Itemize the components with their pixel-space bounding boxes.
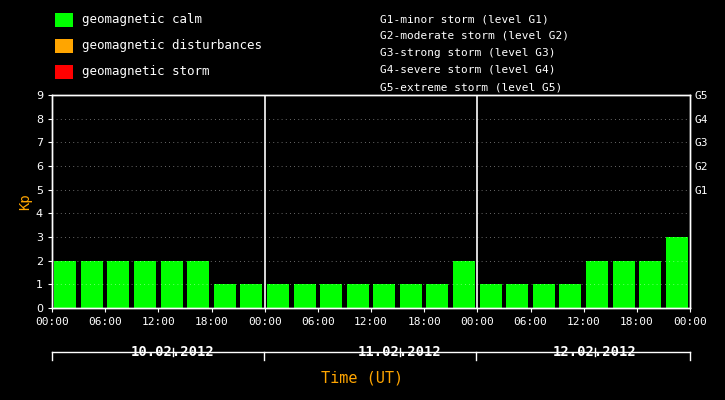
Bar	[666, 237, 688, 308]
Bar	[187, 261, 210, 308]
Bar	[107, 261, 130, 308]
Bar	[560, 284, 581, 308]
Text: 12.02.2012: 12.02.2012	[553, 345, 637, 359]
Bar	[480, 284, 502, 308]
Bar	[54, 261, 76, 308]
Text: G2-moderate storm (level G2): G2-moderate storm (level G2)	[380, 31, 569, 41]
Bar	[320, 284, 342, 308]
Text: G4-severe storm (level G4): G4-severe storm (level G4)	[380, 65, 555, 75]
Bar	[613, 261, 634, 308]
Text: geomagnetic disturbances: geomagnetic disturbances	[82, 40, 262, 52]
Text: 11.02.2012: 11.02.2012	[358, 345, 442, 359]
Bar	[453, 261, 475, 308]
Y-axis label: Kp: Kp	[17, 193, 32, 210]
Bar	[533, 284, 555, 308]
Bar	[294, 284, 315, 308]
Text: geomagnetic storm: geomagnetic storm	[82, 66, 210, 78]
Bar	[426, 284, 449, 308]
Text: G1-minor storm (level G1): G1-minor storm (level G1)	[380, 14, 549, 24]
Bar	[347, 284, 369, 308]
Text: Time (UT): Time (UT)	[321, 370, 404, 386]
Text: G5-extreme storm (level G5): G5-extreme storm (level G5)	[380, 82, 563, 92]
Text: G3-strong storm (level G3): G3-strong storm (level G3)	[380, 48, 555, 58]
Bar	[373, 284, 395, 308]
Bar	[134, 261, 156, 308]
Bar	[639, 261, 661, 308]
Bar	[586, 261, 608, 308]
Text: 10.02.2012: 10.02.2012	[131, 345, 215, 359]
Bar	[161, 261, 183, 308]
Text: geomagnetic calm: geomagnetic calm	[82, 14, 202, 26]
Bar	[506, 284, 529, 308]
Bar	[81, 261, 103, 308]
Bar	[214, 284, 236, 308]
Bar	[267, 284, 289, 308]
Bar	[400, 284, 422, 308]
Bar	[241, 284, 262, 308]
